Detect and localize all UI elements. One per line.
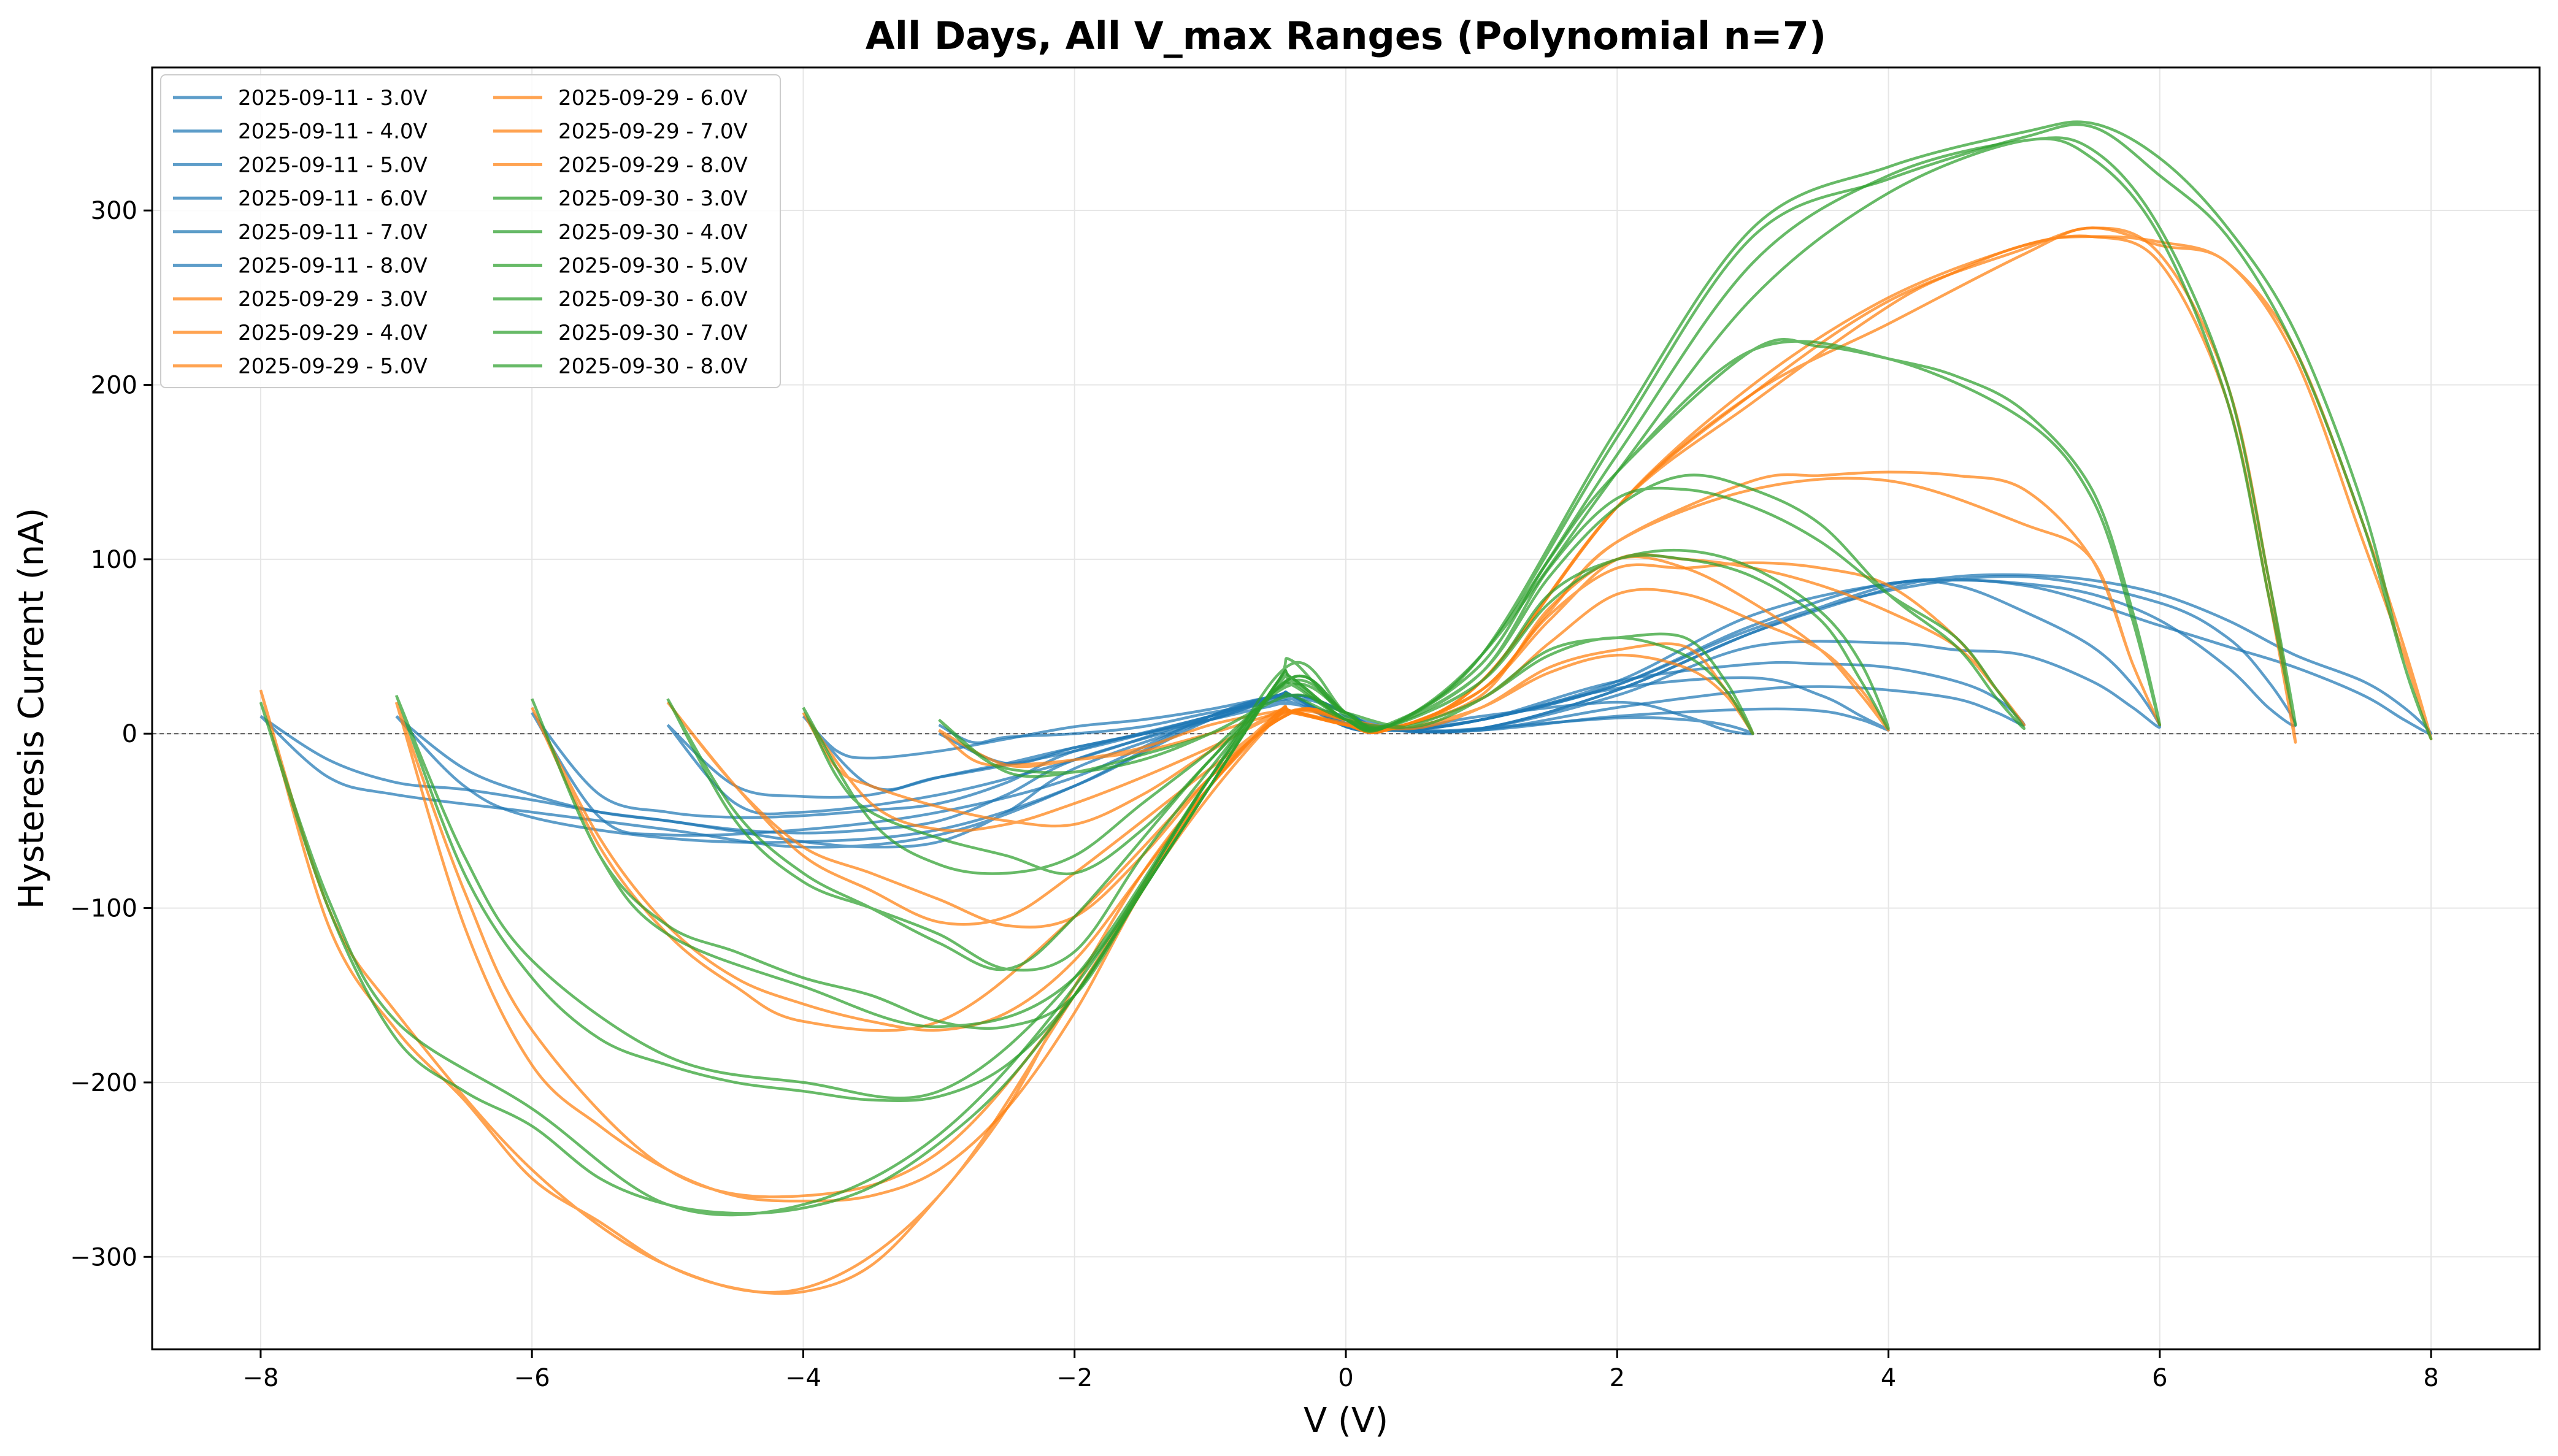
legend-label: 2025-09-29 - 6.0V <box>558 86 748 110</box>
axis-ticks: −8 −6 −4 −2 0 2 4 6 8 −300 −200 −100 0 100 200 300 <box>70 197 2439 1392</box>
series-lines <box>259 120 2433 1295</box>
y-tick-label: −200 <box>70 1069 137 1097</box>
series-line <box>259 573 2433 849</box>
legend-label: 2025-09-29 - 3.0V <box>238 287 428 312</box>
x-tick-label: 0 <box>1338 1364 1353 1392</box>
legend-label: 2025-09-29 - 4.0V <box>238 321 428 345</box>
x-tick-label: 6 <box>2152 1364 2167 1392</box>
legend: 2025-09-11 - 3.0V 2025-09-11 - 4.0V 2025-0… <box>160 74 781 388</box>
series-line <box>802 555 1890 832</box>
legend-label: 2025-09-11 - 7.0V <box>238 220 428 245</box>
y-tick-label: 0 <box>122 720 137 748</box>
legend-label: 2025-09-29 - 5.0V <box>238 354 428 379</box>
legend-label: 2025-09-29 - 7.0V <box>558 120 748 144</box>
series-line <box>395 575 2297 844</box>
x-tick-label: −8 <box>242 1364 278 1392</box>
y-tick-label: 100 <box>91 546 137 574</box>
legend-label: 2025-09-11 - 5.0V <box>238 153 428 177</box>
y-tick-label: 300 <box>91 197 137 225</box>
legend-label: 2025-09-29 - 8.0V <box>558 153 748 177</box>
chart-title: All Days, All V_max Ranges (Polynomial n… <box>866 13 1827 58</box>
legend-label: 2025-09-11 - 8.0V <box>238 254 428 278</box>
legend-box <box>160 74 781 388</box>
x-tick-label: −6 <box>514 1364 550 1392</box>
series-line <box>531 470 2162 1032</box>
x-tick-label: −2 <box>1056 1364 1093 1392</box>
series-line <box>802 548 1890 876</box>
legend-label: 2025-09-30 - 5.0V <box>558 254 748 278</box>
y-axis-title: Hysteresis Current (nA) <box>12 508 52 909</box>
legend-label: 2025-09-11 - 6.0V <box>238 186 428 211</box>
series-line <box>938 699 1754 765</box>
y-tick-label: −100 <box>70 895 137 923</box>
legend-label: 2025-09-30 - 4.0V <box>558 220 748 245</box>
series-line <box>259 120 2433 1217</box>
legend-label: 2025-09-30 - 8.0V <box>558 354 748 379</box>
y-tick-label: −300 <box>70 1243 137 1271</box>
legend-label: 2025-09-30 - 3.0V <box>558 186 748 211</box>
x-tick-label: −4 <box>785 1364 821 1392</box>
legend-label: 2025-09-30 - 7.0V <box>558 321 748 345</box>
series-line <box>666 473 2026 972</box>
grid <box>152 67 2540 1349</box>
x-tick-label: 2 <box>1610 1364 1625 1392</box>
y-tick-label: 200 <box>91 372 137 400</box>
x-axis-title: V (V) <box>1304 1401 1388 1441</box>
x-tick-label: 8 <box>2423 1364 2438 1392</box>
x-tick-label: 4 <box>1881 1364 1896 1392</box>
legend-label: 2025-09-11 - 3.0V <box>238 86 428 110</box>
legend-label: 2025-09-11 - 4.0V <box>238 120 428 144</box>
legend-label: 2025-09-30 - 6.0V <box>558 287 748 312</box>
